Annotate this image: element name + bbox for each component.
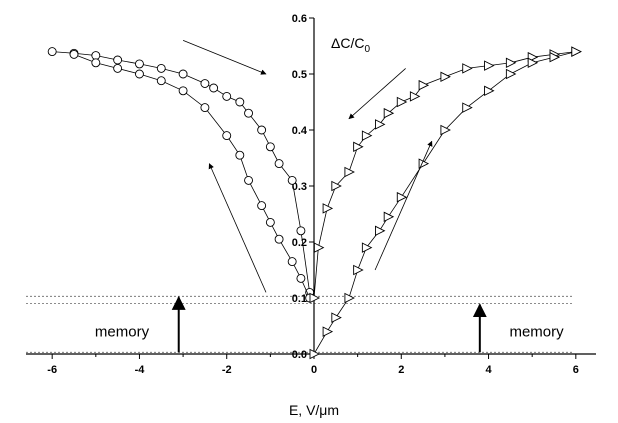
series-3-point-1: [322, 326, 334, 337]
series-2-point-7: [375, 119, 386, 130]
series-line-3: [313, 51, 576, 355]
series-2-point-10: [409, 91, 421, 102]
axes: -6 -4 -2 0 2 4 6 0.0 0.1 0.2 0.3 0.4 0.5 0.6: [26, 13, 596, 376]
series-0-point-3: [113, 55, 123, 65]
y-tick-label-4: 0.4: [292, 125, 308, 137]
y-axis-label-main: ΔC/C: [331, 35, 364, 51]
series-1-point-12: [274, 234, 284, 244]
x-tick-label-5: 4: [485, 364, 492, 376]
series-2-point-2: [322, 203, 334, 214]
series-1-point-10: [257, 201, 267, 211]
series-1-point-8: [235, 150, 245, 160]
direction-arrow-2: [348, 68, 406, 120]
x-tick-label-1: -4: [135, 364, 146, 376]
text-layer: E, V/μm ΔC/C0 memory memory: [95, 35, 564, 418]
y-tick-label-6: 0.6: [292, 13, 307, 25]
series-0-point-9: [222, 91, 232, 101]
series-1-point-13: [287, 257, 297, 267]
series-1-point-4: [156, 76, 166, 86]
series-2-point-4: [344, 166, 355, 178]
series-1-point-0: [69, 49, 79, 59]
series-2-point-1: [313, 242, 325, 253]
series-2-point-6: [361, 130, 373, 141]
series-1-point-9: [244, 175, 253, 185]
y-tick-label-3: 0.3: [292, 181, 307, 193]
y-axis-label-subscript: 0: [364, 44, 370, 55]
series-3-point-16: [571, 46, 582, 57]
x-tick-label-2: -2: [222, 364, 232, 376]
series-0-point-15: [287, 175, 297, 185]
series-3-point-14: [527, 57, 539, 69]
series-3-point-5: [361, 242, 373, 253]
y-axis-label: ΔC/C0: [331, 35, 370, 55]
series-3-point-0: [309, 348, 321, 360]
series-1-point-1: [91, 58, 101, 68]
x-tick-label-6: 6: [573, 364, 579, 376]
x-tick-label-3: 0: [311, 364, 317, 376]
series-1-point-3: [135, 69, 144, 79]
series-0-point-0: [47, 47, 57, 57]
series-2-point-0: [309, 292, 321, 304]
direction-arrow-1: [208, 163, 267, 293]
series-3-point-3: [344, 292, 355, 304]
series-0-point-7: [200, 79, 210, 88]
direction-arrow-0: [182, 40, 267, 75]
series-2-point-5: [353, 141, 364, 153]
series-1-point-7: [222, 131, 232, 141]
series-0-point-2: [91, 51, 101, 60]
series-0-point-8: [209, 83, 219, 93]
series-2-point-14: [484, 60, 495, 71]
series-1-point-11: [265, 217, 275, 227]
memory-label-0: memory: [95, 324, 150, 341]
x-tick-label-4: 2: [398, 364, 404, 376]
series-1-point-2: [113, 63, 123, 73]
series-0-point-10: [235, 97, 245, 107]
series-3-point-7: [383, 211, 395, 223]
series-3-point-4: [353, 264, 364, 276]
series-2-point-3: [331, 180, 342, 192]
series-3-point-13: [505, 68, 517, 80]
x-tick-label-0: -6: [47, 364, 57, 376]
series-3-point-6: [375, 225, 386, 237]
series-line-2: [313, 51, 576, 299]
series-0-point-6: [178, 69, 188, 79]
y-tick-label-5: 0.5: [292, 69, 307, 81]
series-line-1: [73, 54, 311, 299]
direction-arrow-3: [374, 140, 433, 271]
series-0-point-14: [274, 159, 284, 169]
series-1-point-6: [200, 103, 210, 113]
series-2-point-11: [418, 79, 430, 91]
series-2-point-9: [396, 96, 408, 108]
series-0-point-12: [257, 125, 267, 135]
series-0-point-11: [244, 108, 253, 118]
series-2-point-12: [440, 71, 451, 83]
arrows-layer: [171, 40, 487, 353]
series-0-point-4: [135, 59, 144, 69]
series-2-point-15: [505, 57, 517, 69]
series-3-point-10: [440, 124, 451, 136]
series-3-point-11: [462, 102, 473, 113]
y-tick-label-2: 0.2: [292, 237, 307, 249]
series-3-point-15: [549, 51, 561, 63]
series-3-point-12: [484, 85, 495, 97]
series-0-point-5: [156, 63, 166, 73]
memory-label-1: memory: [509, 324, 564, 341]
y-tick-label-0: 0.0: [292, 349, 307, 361]
series-2-point-13: [462, 63, 473, 74]
series-0-point-16: [296, 226, 306, 236]
series-layer: [47, 46, 582, 360]
series-1-point-14: [296, 273, 306, 283]
x-axis-label: E, V/μm: [289, 402, 339, 418]
series-0-point-13: [265, 142, 275, 152]
series-2-point-8: [383, 107, 395, 119]
series-3-point-8: [396, 191, 408, 203]
series-1-point-5: [178, 86, 188, 96]
y-tick-label-1: 0.1: [292, 293, 307, 305]
series-3-point-2: [331, 312, 342, 323]
